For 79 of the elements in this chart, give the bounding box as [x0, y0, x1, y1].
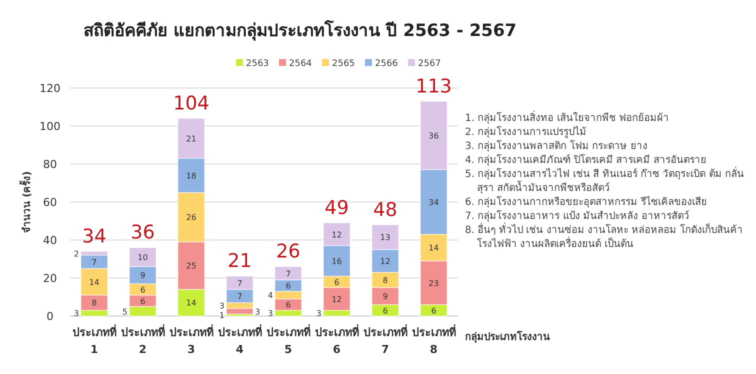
x-axis-title: กลุ่มประเภทโรงงาน — [465, 330, 550, 343]
data-label: 1 — [219, 311, 224, 320]
total-label: 48 — [373, 198, 398, 221]
chart-title: สถิติอัคคีภัย แยกตามกลุ่มประเภทโรงงาน ปี 2563 - 2567 — [83, 20, 517, 41]
total-label: 34 — [82, 225, 106, 248]
data-label: 14 — [428, 244, 439, 253]
y-tick-label: 120 — [40, 82, 60, 95]
y-tick-label: 80 — [43, 158, 57, 171]
data-label: 6 — [140, 285, 146, 294]
data-label: 14 — [186, 298, 196, 308]
y-tick-label: 20 — [43, 272, 57, 285]
data-label: 5 — [122, 307, 128, 316]
data-label: 6 — [286, 300, 291, 310]
text: 5. กลุ่มโรงงานสารไวไฟ เช่น สี ทินเนอร์ ก๊าซ วัตถุระเบิด ต้ม กลั่นสุรา สกัดน้ำมันจากพืชหรือสัตว์ — [465, 168, 745, 196]
x-tick-label: ประเภทที่ 3 — [169, 324, 214, 356]
legend-label: 2563 — [246, 59, 269, 69]
x-tick-label: ประเภทที่ 1 — [72, 324, 116, 356]
data-label: 13 — [380, 233, 390, 242]
data-label: 36 — [428, 132, 439, 140]
data-label: 3 — [255, 307, 260, 316]
total-label: 104 — [173, 92, 210, 114]
y-tick-label: 0 — [46, 310, 54, 323]
data-label: 9 — [382, 292, 388, 302]
text: 3. กลุ่มโรงงานพลาสติก โฟม กระดาษ ยาง — [465, 140, 648, 154]
data-label: 3 — [268, 309, 273, 318]
data-label: 7 — [237, 278, 242, 288]
text: 1. กลุ่มโรงงานสิ่งทอ เส้นใยจากพืช ฟอกย้อมผ้า — [465, 112, 670, 126]
data-label: 7 — [92, 258, 97, 267]
data-label: 25 — [186, 262, 196, 271]
data-label: 14 — [89, 278, 100, 287]
x-tick-label: ประเภทที่ 8 — [412, 324, 456, 356]
data-label: 6 — [286, 282, 291, 291]
total-label: 113 — [416, 75, 452, 98]
y-tick-label: 60 — [43, 196, 57, 209]
legend-label: 2567 — [418, 59, 441, 69]
data-label: 3 — [316, 309, 322, 318]
x-tick-label: ประเภทที่ 6 — [314, 324, 359, 356]
data-label: 2 — [74, 249, 79, 258]
data-label: 6 — [334, 278, 340, 287]
x-tick-label: ประเภทที่ 7 — [363, 324, 408, 356]
data-label: 6 — [140, 296, 146, 306]
data-label: 6 — [431, 306, 436, 316]
data-label: 12 — [380, 256, 390, 266]
data-label: 4 — [268, 291, 273, 300]
data-label: 6 — [382, 306, 388, 316]
total-label: 49 — [324, 196, 349, 219]
text: 2. กลุ่มโรงงานการแปรรูปไม้ — [465, 126, 588, 140]
data-label: 12 — [332, 294, 342, 304]
data-label: 7 — [237, 292, 242, 302]
data-label: 26 — [186, 213, 196, 222]
data-label: 7 — [286, 269, 291, 278]
y-tick-label: 40 — [43, 234, 57, 247]
data-label: 3 — [74, 309, 79, 318]
text: 7. กลุ่มโรงงานอาหาร แป้ง มันสำปะหลัง อาหารสัตว์ — [465, 210, 690, 222]
total-label: 21 — [228, 250, 252, 272]
legend-label: 2565 — [332, 59, 355, 69]
x-tick-label: ประเภทที่ 2 — [120, 324, 165, 356]
data-label: 10 — [138, 253, 148, 262]
legend-label: 2564 — [289, 59, 312, 69]
y-axis-title: จำนวน (ครั้ง) — [19, 171, 33, 233]
text: 6. กลุ่มโรงงานกากหรือขยะอุตสาหกรรม รีไซเคิลของเสีย — [465, 196, 708, 210]
x-tick-label: ประเภทที่ 5 — [266, 324, 310, 356]
x-tick-label: ประเภทที่ 4 — [218, 324, 262, 356]
data-label: 3 — [219, 302, 224, 311]
data-label: 18 — [186, 171, 196, 180]
data-label: 16 — [332, 256, 342, 266]
data-label: 9 — [140, 271, 146, 280]
data-label: 23 — [428, 278, 439, 288]
data-label: 21 — [186, 134, 196, 144]
text: 8. อื่นๆ ทั่วไป เช่น งานซ่อม งานโลหะ หล่อหลอม โกดังเก็บสินค้า โรงไฟฟ้า งานผลิตเครื่องยนต์ เป็นต้น — [465, 224, 744, 252]
text: 4. กลุ่มโรงงานเคมีภัณฑ์ ปิโตรเคมี สารเคมี สารอันตราย — [465, 154, 708, 168]
data-label: 8 — [92, 298, 97, 308]
data-label: 8 — [382, 276, 388, 285]
data-label: 34 — [428, 198, 439, 207]
y-tick-label: 100 — [40, 120, 60, 133]
data-label: 12 — [332, 230, 342, 240]
total-label: 36 — [130, 222, 155, 244]
total-label: 26 — [276, 240, 300, 263]
legend-label: 2566 — [375, 59, 398, 69]
